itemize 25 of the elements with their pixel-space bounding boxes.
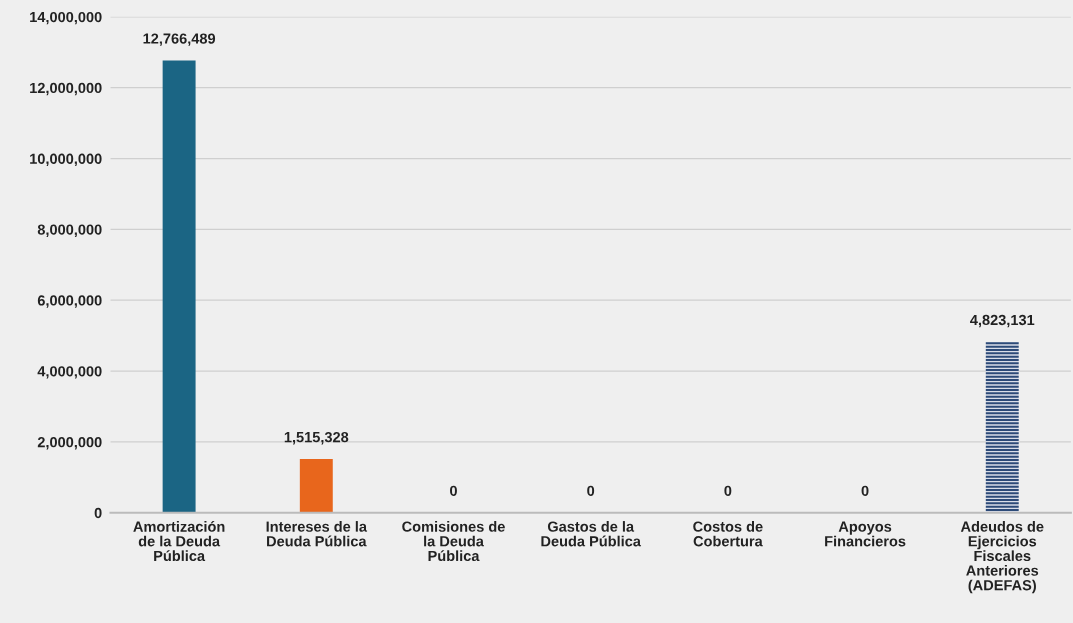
data-label: 0 <box>450 485 457 496</box>
data-label: 1,515,328 <box>284 431 349 445</box>
x-tick-label: Adeudos de Ejercicios Fiscales Anteriores (ADEFAS) <box>960 521 1044 594</box>
y-tick-label: 14,000,000 <box>30 11 102 25</box>
data-label: 0 <box>724 485 732 496</box>
y-tick-label: 6,000,000 <box>37 295 102 308</box>
bar <box>299 459 333 513</box>
y-tick-label: 8,000,000 <box>37 224 102 237</box>
data-label: 0 <box>587 485 595 496</box>
y-tick-label: 12,000,000 <box>30 82 102 96</box>
y-tick-label: 0 <box>94 507 102 519</box>
x-tick-label: Amortización de la Deuda Pública <box>133 520 225 562</box>
y-tick-label: 10,000,000 <box>30 153 102 167</box>
bar <box>985 341 1019 513</box>
y-tick-label: 2,000,000 <box>37 436 102 450</box>
x-tick-label: Costos de Cobertura <box>693 521 763 547</box>
y-tick-label: 4,000,000 <box>37 366 102 379</box>
data-label: 12,766,489 <box>143 33 216 46</box>
x-tick-label: Intereses de la Deuda Pública <box>266 521 368 547</box>
x-tick-label: Comisiones de la Deuda Pública <box>402 521 505 562</box>
data-label: 0 <box>861 485 869 496</box>
data-label: 4,823,131 <box>970 314 1035 328</box>
x-tick-label: Gastos de la Deuda Pública <box>541 521 642 547</box>
bar <box>162 60 196 513</box>
x-tick-label: Apoyos Financieros <box>825 521 906 547</box>
